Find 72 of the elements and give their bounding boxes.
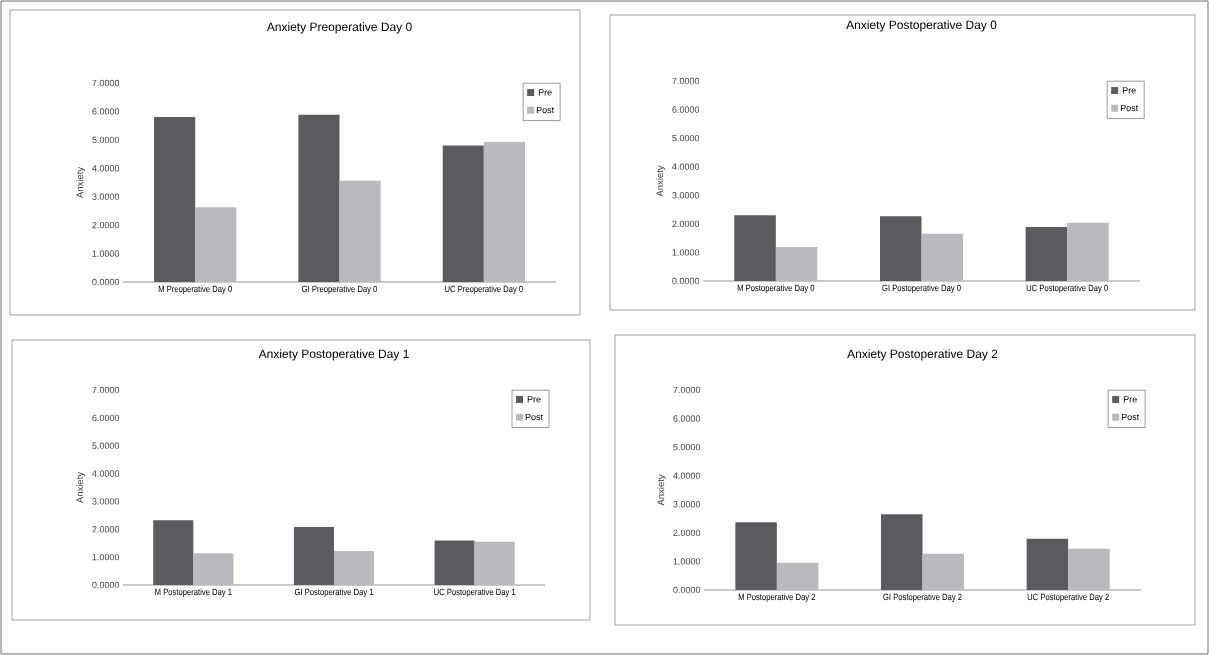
x-tick-label: GI Postoperative Day 1 <box>294 588 374 597</box>
x-tick-label: UC Preoperative Day 0 <box>445 285 523 294</box>
legend-label: Post <box>1121 413 1140 421</box>
x-tick-label: GI Preoperative Day 0 <box>302 285 378 294</box>
y-tick-label: 6.0000 <box>92 108 120 115</box>
y-tick-label: 1.0000 <box>672 249 700 256</box>
bar <box>154 117 196 282</box>
y-axis-title: Anxiety <box>657 474 667 506</box>
y-tick-label: 5.0000 <box>92 442 120 449</box>
y-tick-label: 1.0000 <box>673 558 701 565</box>
y-tick-label: 6.0000 <box>673 415 701 422</box>
y-tick-label: 2.0000 <box>673 529 701 537</box>
bar <box>153 520 194 585</box>
y-tick-label: 5.0000 <box>92 136 120 144</box>
legend-label: Pre <box>527 396 541 403</box>
y-tick-label: 3.0000 <box>673 501 701 508</box>
chart-title: Anxiety Postoperative Day 0 <box>846 20 997 32</box>
bar <box>293 527 335 585</box>
y-tick-label: 5.0000 <box>672 134 700 142</box>
chart-title: Anxiety Postoperative Day 1 <box>258 349 409 361</box>
y-tick-label: 2.0000 <box>672 220 700 228</box>
y-tick-label: 3.0000 <box>672 192 700 199</box>
x-tick-label: UC Postoperative Day 1 <box>434 588 516 597</box>
x-tick-label: M Postoperative Day 1 <box>155 588 232 597</box>
x-tick-label: M Postoperative Day 2 <box>738 593 816 602</box>
bar <box>734 215 776 281</box>
x-tick-label: M Preoperative Day 0 <box>158 285 232 294</box>
y-tick-label: 5.0000 <box>673 443 701 451</box>
bar <box>735 522 777 590</box>
y-tick-label: 2.0000 <box>92 526 120 533</box>
x-tick-label: UC Postoperative Day 0 <box>1026 284 1108 293</box>
y-tick-label: 2.0000 <box>92 221 120 229</box>
x-tick-label: GI Postoperative Day 2 <box>883 593 962 602</box>
y-axis-title: Anxiety <box>656 165 666 197</box>
y-tick-label: 7.0000 <box>92 386 120 394</box>
x-tick-label: M Postoperative Day 0 <box>737 284 815 293</box>
legend-label: Post <box>536 106 555 114</box>
legend-label: Pre <box>1123 396 1137 403</box>
x-tick-label: UC Postoperative Day 2 <box>1027 593 1109 602</box>
y-tick-label: 4.0000 <box>92 470 120 477</box>
chart-title: Anxiety Postoperative Day 2 <box>847 349 998 361</box>
bar <box>879 216 922 281</box>
bar <box>880 514 923 590</box>
y-tick-label: 3.0000 <box>92 498 120 505</box>
y-tick-label: 4.0000 <box>92 165 120 172</box>
y-axis-title: Anxiety <box>76 166 86 199</box>
bar <box>1026 538 1069 590</box>
y-tick-label: 6.0000 <box>92 414 120 422</box>
x-tick-label: GI Postoperative Day 0 <box>882 284 961 293</box>
y-tick-label: 0.0000 <box>673 586 701 594</box>
legend-label: Post <box>525 413 543 421</box>
legend-label: Post <box>1120 104 1139 112</box>
y-tick-label: 1.0000 <box>92 553 120 561</box>
y-tick-label: 7.0000 <box>672 77 700 85</box>
y-tick-label: 3.0000 <box>92 193 120 200</box>
legend-label: Pre <box>1122 87 1136 94</box>
legend-label: Pre <box>538 89 552 96</box>
bar <box>434 540 475 585</box>
bar <box>442 145 484 282</box>
chart-title: Anxiety Preoperative Day 0 <box>266 22 412 34</box>
y-axis-title: Anxiety <box>76 471 86 504</box>
bar <box>298 114 340 282</box>
y-tick-label: 7.0000 <box>673 386 701 394</box>
y-tick-label: 0.0000 <box>92 278 120 286</box>
y-tick-label: 0.0000 <box>672 277 700 285</box>
y-tick-label: 4.0000 <box>672 163 700 170</box>
bar <box>1025 226 1068 281</box>
y-tick-label: 1.0000 <box>92 250 120 257</box>
y-tick-label: 7.0000 <box>92 79 120 87</box>
y-tick-label: 6.0000 <box>672 106 700 113</box>
y-tick-label: 4.0000 <box>673 472 701 479</box>
y-tick-label: 0.0000 <box>92 581 120 589</box>
